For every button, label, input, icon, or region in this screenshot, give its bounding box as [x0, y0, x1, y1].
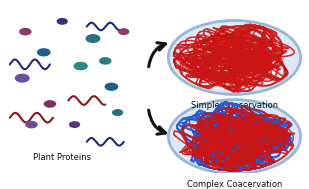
Circle shape	[168, 100, 301, 174]
Text: Simple Coacervation: Simple Coacervation	[191, 101, 278, 110]
Circle shape	[57, 19, 67, 24]
Circle shape	[70, 122, 79, 127]
Circle shape	[15, 74, 29, 82]
Circle shape	[119, 29, 129, 34]
Circle shape	[20, 29, 31, 35]
Circle shape	[38, 49, 50, 56]
Circle shape	[86, 35, 100, 42]
Text: Plant Proteins: Plant Proteins	[33, 153, 91, 162]
Circle shape	[26, 122, 37, 128]
Circle shape	[168, 20, 301, 94]
Circle shape	[44, 101, 55, 107]
Text: Complex Coacervation: Complex Coacervation	[187, 180, 282, 189]
Circle shape	[100, 58, 111, 64]
Circle shape	[113, 110, 122, 115]
Circle shape	[105, 83, 118, 90]
Circle shape	[74, 63, 87, 70]
